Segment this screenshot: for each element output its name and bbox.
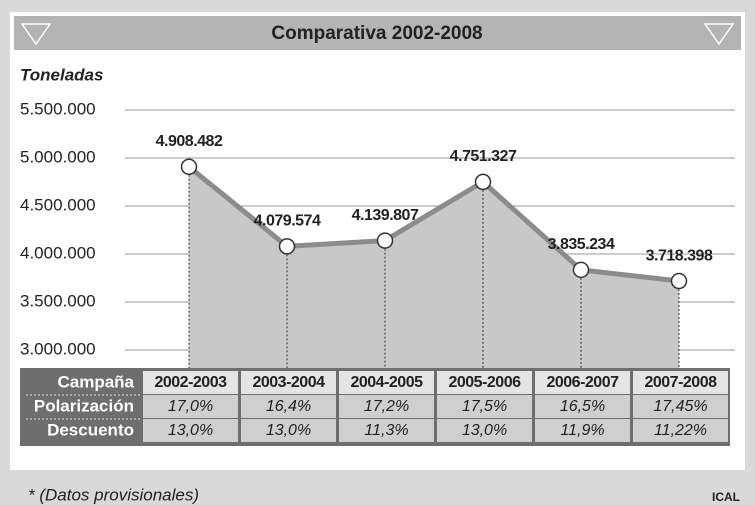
table-cell xyxy=(437,395,532,418)
table-cell xyxy=(143,371,238,394)
source: ICAL xyxy=(712,490,740,504)
y-axis-label: Toneladas xyxy=(20,65,103,84)
x-tick-label: 2002-2003 xyxy=(154,374,227,391)
point xyxy=(474,173,492,191)
data-label: 4.139.807 xyxy=(352,207,419,224)
data-label: 4.751.327 xyxy=(450,148,517,165)
table-cell xyxy=(241,419,336,442)
data-label: 4.908.482 xyxy=(156,133,223,150)
x-tick-label: 2004-2005 xyxy=(350,374,423,391)
y-tick-label: 3.500.000 xyxy=(20,291,96,310)
area xyxy=(189,166,679,368)
point xyxy=(670,272,688,290)
table-cell xyxy=(339,395,434,418)
triangle-icon xyxy=(20,23,52,46)
x-tick-label: 2007-2008 xyxy=(644,374,717,391)
table-cell xyxy=(535,371,630,394)
table-cell-text: 17,45% xyxy=(653,398,707,415)
table-cell-text: 16,5% xyxy=(560,398,605,415)
table-cell xyxy=(535,419,630,442)
table-cell-text: 13,0% xyxy=(266,422,311,439)
table-cell xyxy=(437,419,532,442)
table-cell xyxy=(241,395,336,418)
y-tick-label: 4.500.000 xyxy=(20,195,96,214)
y-tick-label: 5.500.000 xyxy=(20,99,96,118)
table-cell-text: 16,4% xyxy=(266,398,311,415)
table-cell-text: 17,2% xyxy=(364,398,409,415)
table-cell xyxy=(143,395,238,418)
table-cell xyxy=(437,371,532,394)
table-cell xyxy=(633,419,728,442)
table-cell-text: 13,0% xyxy=(168,422,213,439)
point xyxy=(180,158,198,176)
table-cell xyxy=(339,371,434,394)
table-cell-text: 11,9% xyxy=(560,422,604,439)
table-cell-text: 13,0% xyxy=(462,422,507,439)
point xyxy=(278,238,296,255)
table-cell xyxy=(339,419,434,442)
table-cell xyxy=(633,395,728,418)
y-tick-label: 4.000.000 xyxy=(20,243,96,262)
table-cell xyxy=(241,371,336,394)
chart-title: Comparativa 2002-2008 xyxy=(271,23,482,44)
table-cell-text: 17,0% xyxy=(168,398,213,415)
line xyxy=(187,164,680,284)
data-label: 3.835.234 xyxy=(548,236,615,253)
point xyxy=(572,261,590,279)
footnote: * (Datos provisionales) xyxy=(28,485,199,504)
table-cell xyxy=(535,395,630,418)
x-tick-label: 2006-2007 xyxy=(546,374,619,391)
triangle-icon xyxy=(703,23,735,46)
table-row-label: Descuento xyxy=(47,420,134,439)
y-tick-label: 3.000.000 xyxy=(20,339,96,358)
table-cell xyxy=(143,419,238,442)
x-tick-label: 2005-2006 xyxy=(448,374,521,391)
title-bar xyxy=(14,16,741,50)
table-row-label: Polarización xyxy=(34,396,134,415)
x-tick-label: 2003-2004 xyxy=(252,374,325,391)
point xyxy=(376,232,394,249)
table-cell-text: 17,5% xyxy=(462,398,507,415)
data-label: 4.079.574 xyxy=(254,213,321,230)
data-label: 3.718.398 xyxy=(646,247,713,264)
y-tick-label: 5.000.000 xyxy=(20,147,96,166)
table-cell-text: 11,3% xyxy=(364,422,408,439)
table-row-label: Campaña xyxy=(57,372,134,391)
table-cell xyxy=(633,371,728,394)
table-cell-text: 11,22% xyxy=(654,422,707,439)
